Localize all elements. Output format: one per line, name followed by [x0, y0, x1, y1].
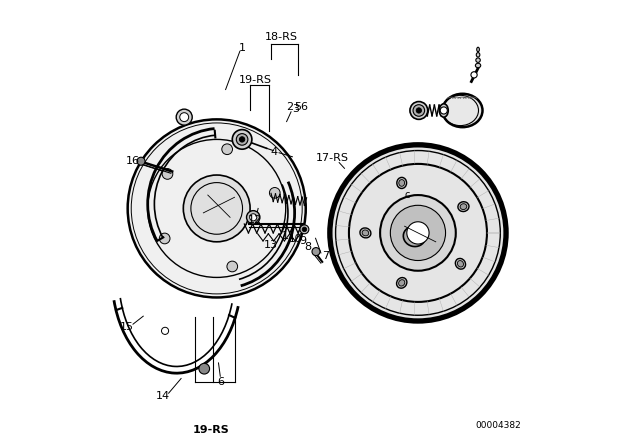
Ellipse shape [442, 94, 483, 127]
Circle shape [183, 175, 250, 242]
Text: 9: 9 [300, 236, 307, 246]
Circle shape [232, 129, 252, 149]
Text: 18-RS: 18-RS [265, 31, 298, 42]
Circle shape [137, 157, 145, 165]
Circle shape [239, 137, 244, 142]
Text: 6: 6 [218, 377, 225, 387]
Circle shape [162, 168, 173, 179]
Text: 15: 15 [120, 322, 134, 332]
Text: 16: 16 [126, 156, 140, 166]
Text: 19-RS: 19-RS [239, 75, 272, 85]
Ellipse shape [476, 58, 480, 62]
Text: 1: 1 [239, 43, 246, 53]
Ellipse shape [439, 104, 448, 117]
Circle shape [390, 205, 445, 260]
Text: 8: 8 [304, 242, 311, 252]
Circle shape [246, 211, 260, 224]
Circle shape [176, 109, 192, 125]
Circle shape [236, 134, 248, 145]
Ellipse shape [399, 280, 404, 286]
Circle shape [410, 102, 428, 119]
Text: 17-RS: 17-RS [316, 153, 349, 163]
Circle shape [127, 119, 306, 297]
Circle shape [222, 144, 232, 155]
Circle shape [407, 222, 429, 244]
Circle shape [250, 214, 257, 221]
Text: 12: 12 [248, 215, 262, 224]
Ellipse shape [476, 52, 480, 57]
Ellipse shape [360, 228, 371, 238]
Ellipse shape [403, 226, 426, 246]
Circle shape [300, 225, 309, 234]
Circle shape [269, 188, 280, 198]
Circle shape [199, 363, 209, 374]
Circle shape [416, 108, 422, 113]
Ellipse shape [397, 278, 407, 288]
Circle shape [159, 233, 170, 244]
Circle shape [440, 107, 447, 114]
Text: 13: 13 [264, 240, 278, 250]
Text: 7: 7 [322, 251, 329, 261]
Text: 2: 2 [286, 102, 293, 112]
Text: 3: 3 [292, 104, 299, 114]
Circle shape [380, 195, 456, 271]
Ellipse shape [458, 261, 463, 267]
Text: c: c [404, 190, 410, 200]
Text: 6: 6 [300, 102, 307, 112]
Ellipse shape [476, 63, 481, 68]
Ellipse shape [399, 180, 404, 186]
Circle shape [471, 72, 477, 78]
Circle shape [180, 113, 189, 121]
Text: 4: 4 [271, 147, 278, 157]
Ellipse shape [460, 204, 467, 210]
Text: 00004382: 00004382 [476, 421, 521, 430]
Circle shape [329, 144, 507, 322]
Circle shape [302, 227, 307, 232]
Ellipse shape [397, 177, 406, 189]
Circle shape [161, 327, 168, 334]
Ellipse shape [362, 230, 369, 236]
Ellipse shape [458, 202, 469, 211]
Ellipse shape [477, 47, 479, 52]
Circle shape [312, 248, 320, 256]
Circle shape [227, 261, 237, 272]
Text: 14: 14 [156, 391, 170, 401]
Text: 5: 5 [294, 102, 301, 112]
Ellipse shape [455, 258, 465, 269]
Text: 11: 11 [282, 232, 296, 241]
Text: 10: 10 [289, 234, 302, 244]
Text: 19-RS: 19-RS [193, 425, 229, 435]
Circle shape [413, 105, 424, 116]
